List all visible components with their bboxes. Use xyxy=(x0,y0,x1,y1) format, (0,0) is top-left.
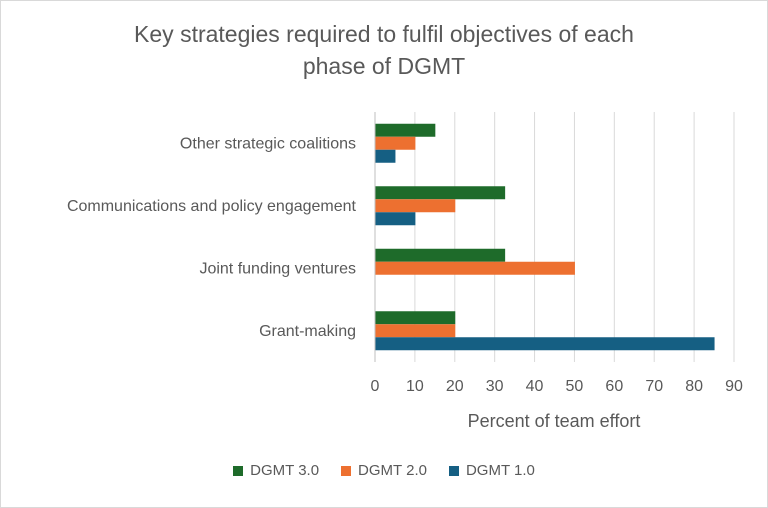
bar xyxy=(375,186,506,200)
legend-label: DGMT 3.0 xyxy=(250,462,320,479)
x-tick-label: 10 xyxy=(406,378,424,395)
bar xyxy=(375,123,436,137)
x-tick-label: 70 xyxy=(645,378,663,395)
bar xyxy=(375,337,715,351)
x-tick-labels: 0 10 20 30 40 50 60 70 80 90 xyxy=(371,378,743,395)
x-tick-label: 90 xyxy=(725,378,743,395)
category-label: Communications and policy engagement xyxy=(67,198,357,215)
legend-label: DGMT 2.0 xyxy=(358,462,427,479)
category-label: Other strategic coalitions xyxy=(180,135,356,152)
bar xyxy=(375,324,456,338)
bar-marks xyxy=(375,123,715,351)
chart-title-line-2: phase of DGMT xyxy=(302,53,466,79)
legend-item: DGMT 2.0 xyxy=(341,462,427,479)
category-labels: Other strategic coalitions Communications… xyxy=(67,135,357,340)
x-tick-label: 30 xyxy=(486,378,504,395)
chart-title: Key strategies required to fulfil object… xyxy=(0,18,768,82)
x-tick-label: 20 xyxy=(446,378,464,395)
bar xyxy=(375,199,456,213)
bar xyxy=(375,311,456,325)
x-tick-label: 50 xyxy=(566,378,584,395)
category-label: Grant-making xyxy=(259,323,356,340)
x-axis-label: Percent of team effort xyxy=(468,411,641,431)
bar xyxy=(375,248,506,262)
bar xyxy=(375,136,416,150)
legend: DGMT 3.0 DGMT 2.0 DGMT 1.0 xyxy=(0,462,768,479)
bar xyxy=(375,212,416,226)
legend-swatch xyxy=(341,465,352,476)
grid-lines xyxy=(374,112,735,362)
legend-label: DGMT 1.0 xyxy=(465,462,535,479)
category-label: Joint funding ventures xyxy=(199,260,356,277)
bar xyxy=(375,261,575,275)
x-tick-label: 60 xyxy=(605,378,623,395)
x-tick-label: 80 xyxy=(685,378,703,395)
legend-swatch xyxy=(233,465,244,476)
legend-item: DGMT 3.0 xyxy=(233,462,319,479)
x-tick-label: 40 xyxy=(526,378,544,395)
legend-swatch xyxy=(448,465,459,476)
legend-item: DGMT 1.0 xyxy=(448,462,535,479)
bar xyxy=(375,149,396,163)
x-tick-label: 0 xyxy=(371,378,380,395)
chart-title-line-1: Key strategies required to fulfil object… xyxy=(134,21,634,47)
